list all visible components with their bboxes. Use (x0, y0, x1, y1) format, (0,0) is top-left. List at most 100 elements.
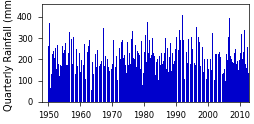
Bar (224, 45, 225, 102)
Bar (206, 59, 207, 102)
Bar (246, 47, 247, 102)
Bar (245, 68, 246, 102)
Bar (171, 53, 172, 102)
Bar (174, 49, 175, 102)
Bar (170, 71, 171, 102)
Bar (179, 40, 180, 102)
Bar (212, 75, 213, 102)
Bar (66, 62, 67, 102)
Bar (120, 42, 121, 102)
Bar (151, 38, 152, 102)
Bar (165, 48, 166, 102)
Bar (225, 54, 226, 102)
Bar (190, 37, 191, 102)
Bar (99, 66, 100, 102)
Bar (238, 60, 239, 102)
Bar (84, 44, 85, 102)
Bar (164, 38, 165, 102)
Bar (169, 78, 170, 102)
Bar (191, 49, 192, 102)
Bar (53, 51, 54, 102)
Bar (239, 53, 240, 102)
Bar (124, 65, 125, 102)
Bar (187, 39, 188, 102)
Bar (195, 27, 196, 102)
Bar (228, 42, 229, 102)
Bar (235, 64, 236, 102)
Bar (233, 53, 234, 102)
Bar (208, 58, 209, 102)
Bar (160, 53, 161, 102)
Bar (134, 59, 135, 102)
Bar (103, 28, 104, 102)
Y-axis label: Quarterly Rainfall (mm): Quarterly Rainfall (mm) (4, 0, 14, 111)
Bar (155, 62, 156, 102)
Bar (176, 44, 177, 102)
Bar (72, 63, 73, 102)
Bar (91, 90, 92, 102)
Bar (242, 52, 243, 102)
Bar (140, 41, 141, 102)
Bar (62, 82, 63, 102)
Bar (97, 66, 98, 102)
Bar (109, 53, 110, 102)
Bar (49, 23, 50, 102)
Bar (111, 69, 112, 102)
Bar (243, 30, 244, 102)
Bar (101, 5, 102, 102)
Bar (167, 72, 168, 102)
Bar (177, 68, 178, 102)
Bar (145, 73, 146, 102)
Bar (48, 46, 49, 102)
Bar (186, 63, 187, 102)
Bar (146, 62, 147, 102)
Bar (79, 53, 80, 102)
Bar (117, 61, 118, 102)
Bar (205, 79, 206, 102)
Bar (80, 72, 81, 102)
Bar (127, 42, 128, 102)
Bar (93, 35, 94, 102)
Bar (131, 39, 132, 102)
Bar (173, 41, 174, 102)
Bar (121, 59, 122, 102)
Bar (116, 80, 117, 102)
Bar (152, 53, 153, 102)
Bar (247, 73, 248, 102)
Bar (113, 51, 114, 102)
Bar (64, 49, 65, 102)
Bar (227, 37, 228, 102)
Bar (237, 70, 238, 102)
Bar (70, 56, 71, 102)
Bar (229, 56, 230, 102)
Bar (102, 47, 103, 102)
Bar (73, 52, 74, 102)
Bar (222, 73, 223, 102)
Bar (207, 69, 208, 102)
Bar (119, 48, 120, 102)
Bar (231, 62, 232, 102)
Bar (230, 59, 231, 102)
Bar (63, 52, 64, 102)
Bar (213, 80, 214, 102)
Bar (144, 35, 145, 102)
Bar (156, 59, 157, 102)
Bar (182, 40, 183, 102)
Bar (185, 67, 186, 102)
Bar (218, 52, 219, 102)
Bar (55, 48, 56, 102)
Bar (114, 52, 115, 102)
Bar (149, 69, 150, 102)
Bar (60, 65, 61, 102)
Bar (150, 58, 151, 102)
Bar (219, 57, 220, 102)
Bar (58, 51, 59, 102)
Bar (85, 73, 86, 102)
Bar (158, 56, 159, 102)
Bar (215, 54, 216, 102)
Bar (65, 43, 66, 102)
Bar (90, 59, 91, 102)
Bar (192, 56, 193, 102)
Bar (118, 48, 119, 102)
Bar (143, 73, 144, 102)
